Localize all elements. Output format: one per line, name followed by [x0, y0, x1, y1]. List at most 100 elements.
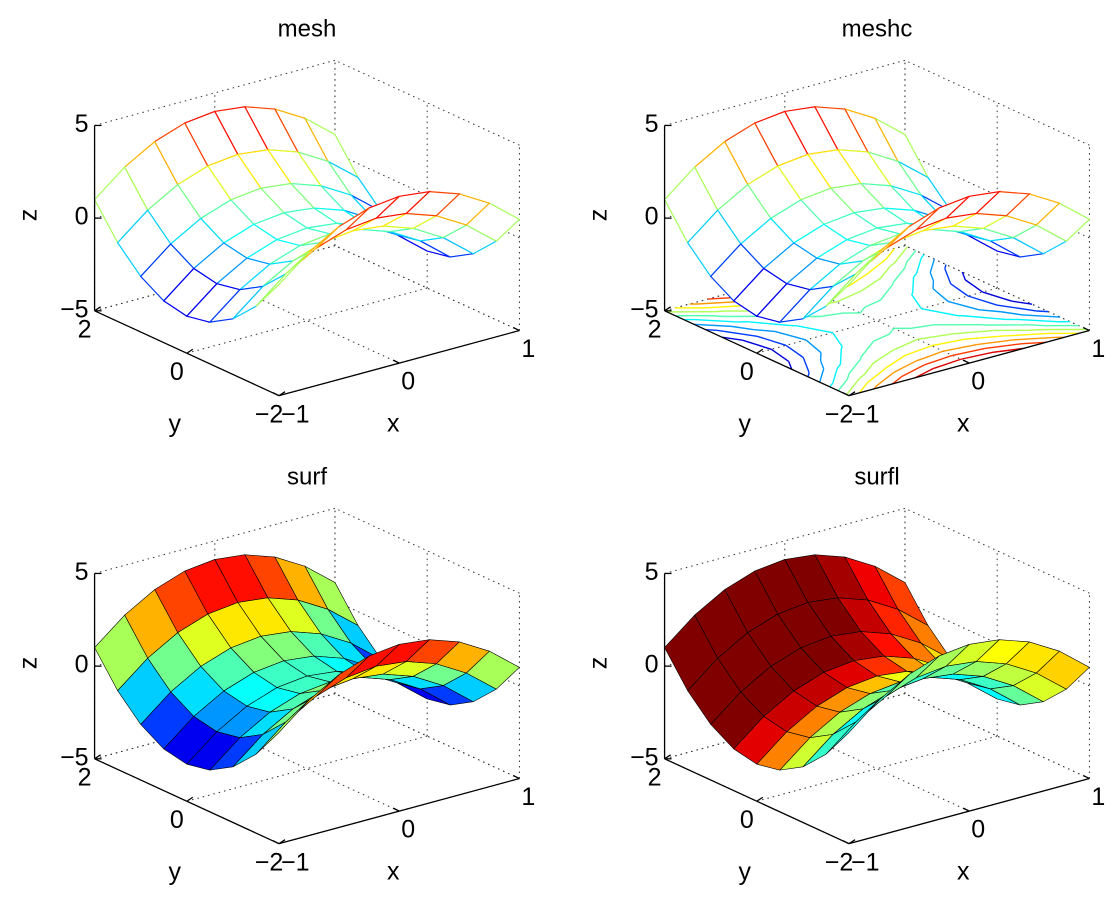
surface-patch [255, 699, 310, 755]
contour-line [943, 344, 972, 352]
y-tick-label: −2 [255, 400, 284, 428]
tick [94, 754, 101, 760]
contour-line [982, 291, 1012, 302]
chart-title: surfl [854, 463, 899, 490]
contour-line [964, 335, 1006, 340]
contour-line [1014, 336, 1057, 341]
contour-line [807, 372, 810, 377]
contour-line [952, 347, 986, 357]
contour-line [911, 276, 915, 294]
z-tick-label: −5 [630, 295, 659, 323]
contour-line [904, 345, 932, 357]
y-tick-label: 2 [78, 315, 92, 343]
contour-line [901, 364, 926, 377]
contour-line [961, 314, 1006, 321]
contour-line [875, 371, 895, 387]
contour-line [950, 283, 969, 297]
grid-line [784, 277, 970, 364]
contour-line [848, 272, 870, 287]
contour-line [960, 351, 994, 360]
contour-line [860, 277, 881, 292]
x-tick-label: 0 [401, 816, 415, 844]
tick [513, 774, 520, 780]
tick [962, 359, 970, 364]
contour-line [721, 336, 743, 341]
tick [1083, 774, 1090, 780]
contour-line [953, 329, 994, 335]
contour-line [873, 349, 894, 364]
x-tick-label: −1 [851, 400, 880, 428]
contour-line [742, 339, 772, 350]
z-tick-label: 5 [645, 558, 659, 586]
x-tick-label: 0 [971, 368, 985, 396]
tick [272, 840, 280, 845]
contour-line [964, 279, 984, 293]
contour-line [832, 332, 843, 348]
contour-line [947, 300, 980, 311]
tick [392, 359, 400, 364]
contour-line [1007, 332, 1049, 337]
contour-line [836, 363, 841, 369]
grid-line [334, 59, 520, 146]
contour-line [832, 368, 838, 384]
z-axis-label: z [15, 209, 43, 222]
contour-line [932, 288, 949, 302]
contour-line [888, 327, 895, 335]
grid-line [904, 507, 1090, 594]
z-tick-label: 0 [645, 651, 659, 679]
tick [186, 796, 194, 802]
contour-line [864, 299, 881, 308]
contour-line [714, 310, 726, 313]
contour-line [1022, 314, 1061, 318]
contour-line [707, 296, 732, 300]
contour-line [1022, 341, 1047, 345]
z-axis-label: z [585, 209, 613, 222]
contour-line [916, 358, 921, 362]
z-tick-label: 0 [75, 651, 89, 679]
y-axis-label: y [739, 410, 752, 438]
contour-line [1037, 310, 1049, 313]
contour-line [929, 258, 935, 273]
grid-line [214, 725, 400, 812]
x-axis-label: x [957, 410, 970, 438]
contour-line [788, 361, 793, 370]
y-tick-label: 0 [170, 806, 184, 834]
contour-line [979, 309, 1001, 313]
x-tick-label: −1 [281, 400, 310, 428]
contour-line [859, 306, 866, 314]
z-tick-label: −5 [60, 743, 89, 771]
contour-line [836, 290, 861, 303]
contour-line [916, 257, 922, 274]
contour-line [829, 382, 834, 388]
contour-line [911, 294, 922, 310]
z-tick-label: −5 [630, 743, 659, 771]
contour-line [931, 338, 966, 347]
z-tick-label: 0 [645, 203, 659, 231]
contour-line [913, 272, 918, 278]
contour-line [873, 333, 890, 342]
tick [664, 306, 671, 312]
surface-patch [825, 699, 880, 755]
contour-line [911, 292, 914, 295]
y-axis-label: y [169, 858, 182, 886]
contour-line [819, 368, 825, 383]
z-tick-label: 5 [75, 558, 89, 586]
z-axis-label: z [585, 657, 613, 670]
y-tick-label: 0 [740, 806, 754, 834]
x-axis-label: x [387, 410, 400, 438]
contour-line [910, 324, 934, 330]
contour-line [774, 330, 807, 341]
contour-line [906, 250, 917, 263]
contour-line [697, 300, 740, 305]
y-tick-label: 2 [648, 763, 662, 791]
contour-line [889, 262, 896, 268]
z-tick-label: −5 [60, 295, 89, 323]
contour-line [705, 304, 747, 309]
y-tick-label: 0 [170, 358, 184, 386]
contour-line [802, 357, 810, 374]
contour-line [693, 323, 732, 328]
contour-line [996, 304, 1038, 312]
contour-line [879, 283, 894, 301]
surface-patch [825, 251, 880, 307]
contour-line [920, 350, 944, 361]
